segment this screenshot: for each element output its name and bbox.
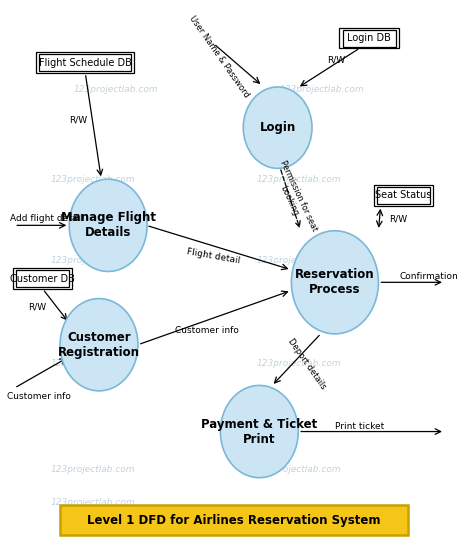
Text: Flight detail: Flight detail: [186, 247, 241, 266]
Text: Login: Login: [260, 121, 296, 134]
Text: 123projectlab.com: 123projectlab.com: [51, 498, 136, 506]
FancyBboxPatch shape: [36, 52, 135, 73]
Text: Customer
Registration: Customer Registration: [58, 331, 140, 359]
Text: Level 1 DFD for Airlines Reservation System: Level 1 DFD for Airlines Reservation Sys…: [87, 514, 381, 527]
Text: Deport details: Deport details: [286, 337, 328, 391]
Text: Login DB: Login DB: [347, 33, 391, 43]
FancyBboxPatch shape: [339, 28, 399, 48]
Text: Permission for seat
booking: Permission for seat booking: [269, 159, 319, 237]
FancyBboxPatch shape: [343, 30, 396, 46]
Text: 123projectlab.com: 123projectlab.com: [51, 359, 136, 368]
Text: 123projectlab.com: 123projectlab.com: [51, 175, 136, 183]
FancyBboxPatch shape: [16, 270, 69, 287]
FancyBboxPatch shape: [377, 187, 430, 204]
Text: 123projectlab.com: 123projectlab.com: [257, 175, 342, 183]
Circle shape: [292, 231, 378, 334]
Text: 123projectlab.com: 123projectlab.com: [257, 359, 342, 368]
Text: 123projectlab.com: 123projectlab.com: [280, 85, 365, 94]
Circle shape: [60, 299, 138, 391]
Text: 123projectlab.com: 123projectlab.com: [74, 85, 158, 94]
Text: Flight Schedule DB: Flight Schedule DB: [39, 57, 132, 68]
Text: 123projectlab.com: 123projectlab.com: [257, 256, 342, 265]
Text: 123projectlab.com: 123projectlab.com: [51, 465, 136, 474]
Text: Add flight detail: Add flight detail: [9, 214, 82, 223]
Text: Customer DB: Customer DB: [10, 273, 75, 284]
Text: 123projectlab.com: 123projectlab.com: [257, 465, 342, 474]
Text: User Name & Password: User Name & Password: [188, 14, 251, 99]
Text: Seat Status: Seat Status: [375, 191, 432, 201]
FancyBboxPatch shape: [13, 268, 73, 289]
Text: R/W: R/W: [69, 115, 87, 124]
Circle shape: [220, 386, 298, 478]
FancyBboxPatch shape: [374, 185, 433, 206]
FancyBboxPatch shape: [60, 505, 408, 534]
FancyBboxPatch shape: [39, 54, 131, 71]
Text: Confirmation: Confirmation: [400, 272, 459, 282]
Text: R/W: R/W: [327, 55, 346, 64]
Text: Customer info: Customer info: [175, 326, 238, 334]
Text: R/W: R/W: [389, 215, 407, 224]
Text: Print ticket: Print ticket: [335, 422, 384, 431]
Circle shape: [69, 179, 147, 272]
Text: Reservation
Process: Reservation Process: [295, 268, 375, 296]
Text: 123projectlab.com: 123projectlab.com: [51, 256, 136, 265]
Text: Payment & Ticket
Print: Payment & Ticket Print: [201, 418, 318, 446]
Circle shape: [243, 87, 312, 169]
Text: Customer info: Customer info: [8, 392, 71, 401]
Text: R/W: R/W: [28, 302, 46, 311]
Text: Manage Flight
Details: Manage Flight Details: [61, 212, 155, 239]
